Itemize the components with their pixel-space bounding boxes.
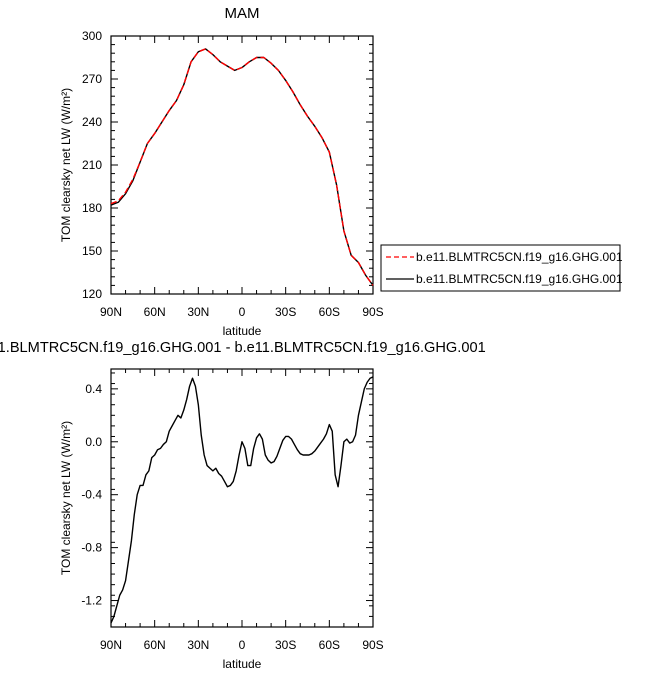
top-y-tick-label: 300: [82, 29, 102, 43]
top-y-ticks: 120 150 180 210 240 270 300: [82, 29, 373, 301]
bottom-y-tick-label: -0.4: [81, 488, 102, 502]
bottom-x-tick-label: 60S: [319, 638, 340, 652]
top-y-tick-label: 150: [82, 244, 102, 258]
bottom-x-tick-label: 90S: [362, 638, 383, 652]
top-panel: MAM 90N 60N 30N 0 30S 60S 90S 120 150 180 210 240 2…: [59, 5, 623, 338]
top-series-lines: [110, 48, 374, 286]
bottom-y-tick-label: -1.2: [81, 594, 102, 608]
top-y-tick-label: 210: [82, 158, 102, 172]
top-x-tick-label: 60N: [144, 305, 166, 319]
bottom-y-tick-label: 0.0: [85, 435, 102, 449]
top-series-line-1: [110, 48, 374, 286]
legend-entry-1: b.e11.BLMTRC5CN.f19_g16.GHG.001: [416, 250, 623, 264]
bottom-y-tick-label: 0.4: [85, 382, 102, 396]
bottom-x-tick-label: 60N: [144, 638, 166, 652]
legend-box: [380, 244, 621, 292]
bottom-series-line-0: [110, 376, 374, 624]
top-y-tick-label: 270: [82, 72, 102, 86]
top-series-line-0: [110, 48, 374, 286]
bottom-panel-title: b.e11.BLMTRC5CN.f19_g16.GHG.001 - b.e11.…: [0, 340, 486, 356]
bottom-y-ticks: -1.2 -0.8 -0.4 0.0 0.4: [81, 372, 373, 628]
bottom-x-tick-label: 30N: [187, 638, 209, 652]
legend-entry-2: b.e11.BLMTRC5CN.f19_g16.GHG.001: [416, 272, 623, 286]
bottom-x-tick-label: 0: [239, 638, 246, 652]
top-y-axis-label: TOM clearsky net LW (W/m²): [59, 88, 73, 242]
top-x-axis-label: latitude: [223, 324, 262, 338]
bottom-plot-frame: [110, 368, 374, 628]
bottom-x-axis-label: latitude: [223, 657, 262, 671]
bottom-y-tick-label: -0.8: [81, 541, 102, 555]
bottom-x-ticks: 90N 60N 30N 0 30S 60S 90S: [100, 369, 384, 652]
top-x-tick-label: 30N: [187, 305, 209, 319]
top-y-tick-label: 180: [82, 201, 102, 215]
bottom-x-tick-label: 30S: [275, 638, 296, 652]
top-y-tick-label: 120: [82, 287, 102, 301]
top-y-tick-label: 240: [82, 115, 102, 129]
top-plot-frame: [110, 35, 374, 295]
top-x-tick-label: 60S: [319, 305, 340, 319]
top-x-tick-label: 30S: [275, 305, 296, 319]
top-panel-title: MAM: [225, 5, 260, 22]
top-legend: b.e11.BLMTRC5CN.f19_g16.GHG.001 b.e11.BL…: [380, 244, 623, 292]
top-x-tick-label: 0: [239, 305, 246, 319]
bottom-panel: b.e11.BLMTRC5CN.f19_g16.GHG.001 - b.e11.…: [0, 340, 486, 671]
top-x-tick-label: 90S: [362, 305, 383, 319]
bottom-y-axis-label: TOM clearsky net LW (W/m²): [59, 421, 73, 575]
bottom-series-lines: [110, 376, 374, 624]
top-x-ticks: 90N 60N 30N 0 30S 60S 90S: [100, 36, 384, 319]
bottom-x-tick-label: 90N: [100, 638, 122, 652]
top-x-tick-label: 90N: [100, 305, 122, 319]
